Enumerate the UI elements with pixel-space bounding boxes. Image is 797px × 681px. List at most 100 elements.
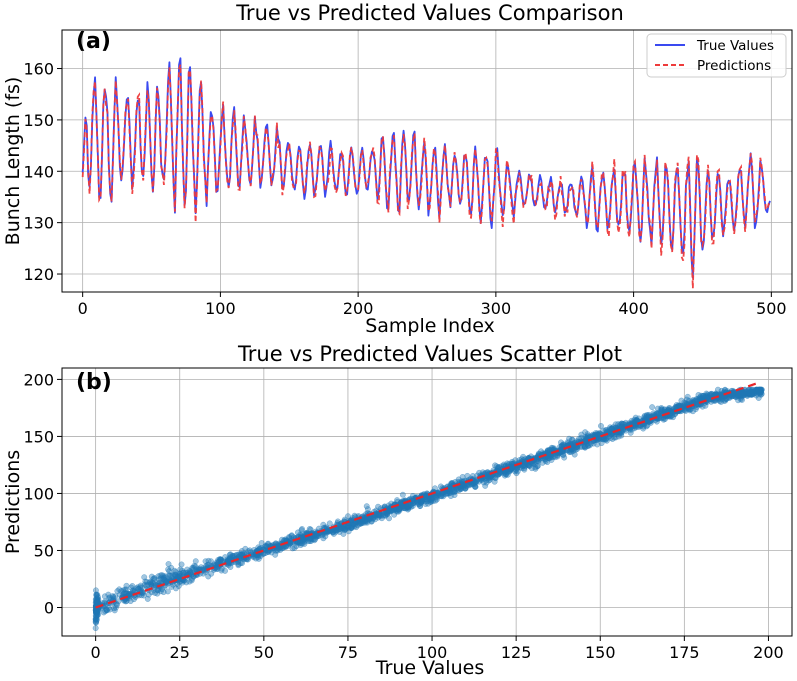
scatter-point — [460, 484, 467, 491]
scatter-point — [755, 395, 762, 401]
scatter-point — [291, 545, 298, 551]
scatter-point — [451, 489, 458, 496]
legend-true-label: True Values — [696, 38, 774, 54]
scatter-point — [617, 421, 624, 428]
scatter-point — [534, 457, 541, 464]
scatter-point — [753, 388, 760, 395]
scatter-point — [437, 493, 444, 499]
chart-b-xtick-label: 150 — [585, 643, 616, 662]
scatter-point — [699, 392, 706, 399]
scatter-point — [482, 482, 489, 489]
scatter-point — [93, 599, 100, 606]
scatter-point — [395, 508, 402, 515]
chart-a-xlabel: Sample Index — [365, 315, 495, 337]
scatter-point — [578, 431, 585, 438]
scatter-point — [149, 579, 155, 586]
scatter-point — [202, 558, 209, 565]
chart-b-ytick-label: 200 — [23, 370, 54, 389]
scatter-point — [142, 578, 149, 585]
scatter-point — [375, 512, 382, 519]
scatter-point — [320, 521, 327, 528]
chart-a-xtick-label: 100 — [205, 299, 236, 318]
scatter-point — [140, 592, 147, 599]
scatter-point — [476, 469, 483, 476]
scatter-point — [608, 425, 615, 432]
scatter-point — [564, 439, 571, 446]
series-predictions-line — [81, 64, 771, 289]
scatter-point — [469, 473, 476, 479]
scatter-point — [131, 596, 137, 603]
chart-b-ticks: 0 25 50 75 100 125 150 175 200 0 50 100 150 200 — [23, 370, 783, 662]
scatter-point — [100, 609, 107, 616]
scatter-point — [546, 447, 553, 453]
scatter-point — [200, 570, 207, 577]
scatter-point — [295, 529, 301, 536]
chart-b-ytick-label: 100 — [23, 484, 54, 503]
chart-b-ytick-label: 50 — [34, 541, 54, 560]
scatter-point — [472, 479, 479, 486]
scatter-point — [489, 474, 496, 481]
chart-b-xtick-label: 50 — [254, 643, 274, 662]
scatter-point — [122, 598, 129, 605]
scatter-point — [257, 553, 264, 560]
scatter-point — [237, 560, 244, 566]
chart-a-panel-label: (a) — [76, 29, 111, 54]
scatter-point — [455, 476, 462, 483]
chart-a-frame — [61, 29, 793, 293]
chart-b: True vs Predicted Values Scatter Plot 0 2… — [2, 342, 793, 679]
scatter-point — [112, 604, 119, 611]
chart-b-xtick-label: 0 — [91, 643, 101, 662]
chart-a-ytick-label: 120 — [23, 265, 54, 284]
scatter-point — [274, 547, 280, 553]
scatter-point — [513, 467, 519, 474]
scatter-point — [178, 561, 185, 568]
scatter-point — [92, 616, 99, 622]
chart-a-ytick-label: 140 — [23, 162, 54, 181]
chart-b-ytick-label: 150 — [23, 427, 54, 446]
scatter-point — [348, 525, 355, 531]
scatter-point — [338, 525, 345, 531]
scatter-point — [94, 612, 101, 619]
scatter-point — [105, 591, 112, 598]
scatter-point — [418, 498, 424, 505]
scatter-point — [654, 405, 661, 412]
scatter-point — [205, 573, 212, 580]
scatter-point — [528, 465, 535, 472]
chart-b-title: True vs Predicted Values Scatter Plot — [237, 342, 622, 366]
scatter-point — [399, 491, 406, 498]
scatter-point — [645, 412, 652, 419]
scatter-point — [615, 421, 622, 428]
scatter-point — [157, 588, 164, 595]
scatter-point — [509, 464, 516, 471]
scatter-point — [560, 451, 567, 458]
chart-b-xtick-label: 175 — [669, 643, 700, 662]
scatter-point — [95, 594, 101, 601]
scatter-point — [192, 558, 199, 565]
scatter-point — [587, 440, 594, 447]
scatter-point — [144, 595, 151, 602]
scatter-point — [164, 588, 171, 595]
scatter-point — [598, 422, 604, 429]
scatter-point — [233, 551, 240, 558]
scatter-point — [163, 578, 170, 585]
scatter-point — [427, 499, 434, 505]
scatter-point — [559, 451, 566, 458]
scatter-point — [235, 562, 242, 569]
scatter-point — [145, 591, 152, 598]
chart-b-xtick-label: 125 — [501, 643, 532, 662]
chart-b-xtick-label: 75 — [338, 643, 358, 662]
scatter-point — [160, 576, 166, 582]
scatter-point — [495, 465, 501, 472]
scatter-point — [127, 598, 134, 605]
scatter-point — [368, 518, 375, 525]
chart-a-ylabel: Bunch Length (fs) — [2, 77, 24, 246]
chart-b-frame — [61, 367, 793, 637]
scatter-point — [631, 425, 638, 432]
scatter-point — [92, 625, 99, 632]
scatter-point — [757, 389, 764, 396]
scatter-point — [649, 404, 656, 411]
scatter-point — [144, 581, 151, 588]
scatter-point — [521, 466, 528, 473]
scatter-point — [168, 564, 175, 571]
